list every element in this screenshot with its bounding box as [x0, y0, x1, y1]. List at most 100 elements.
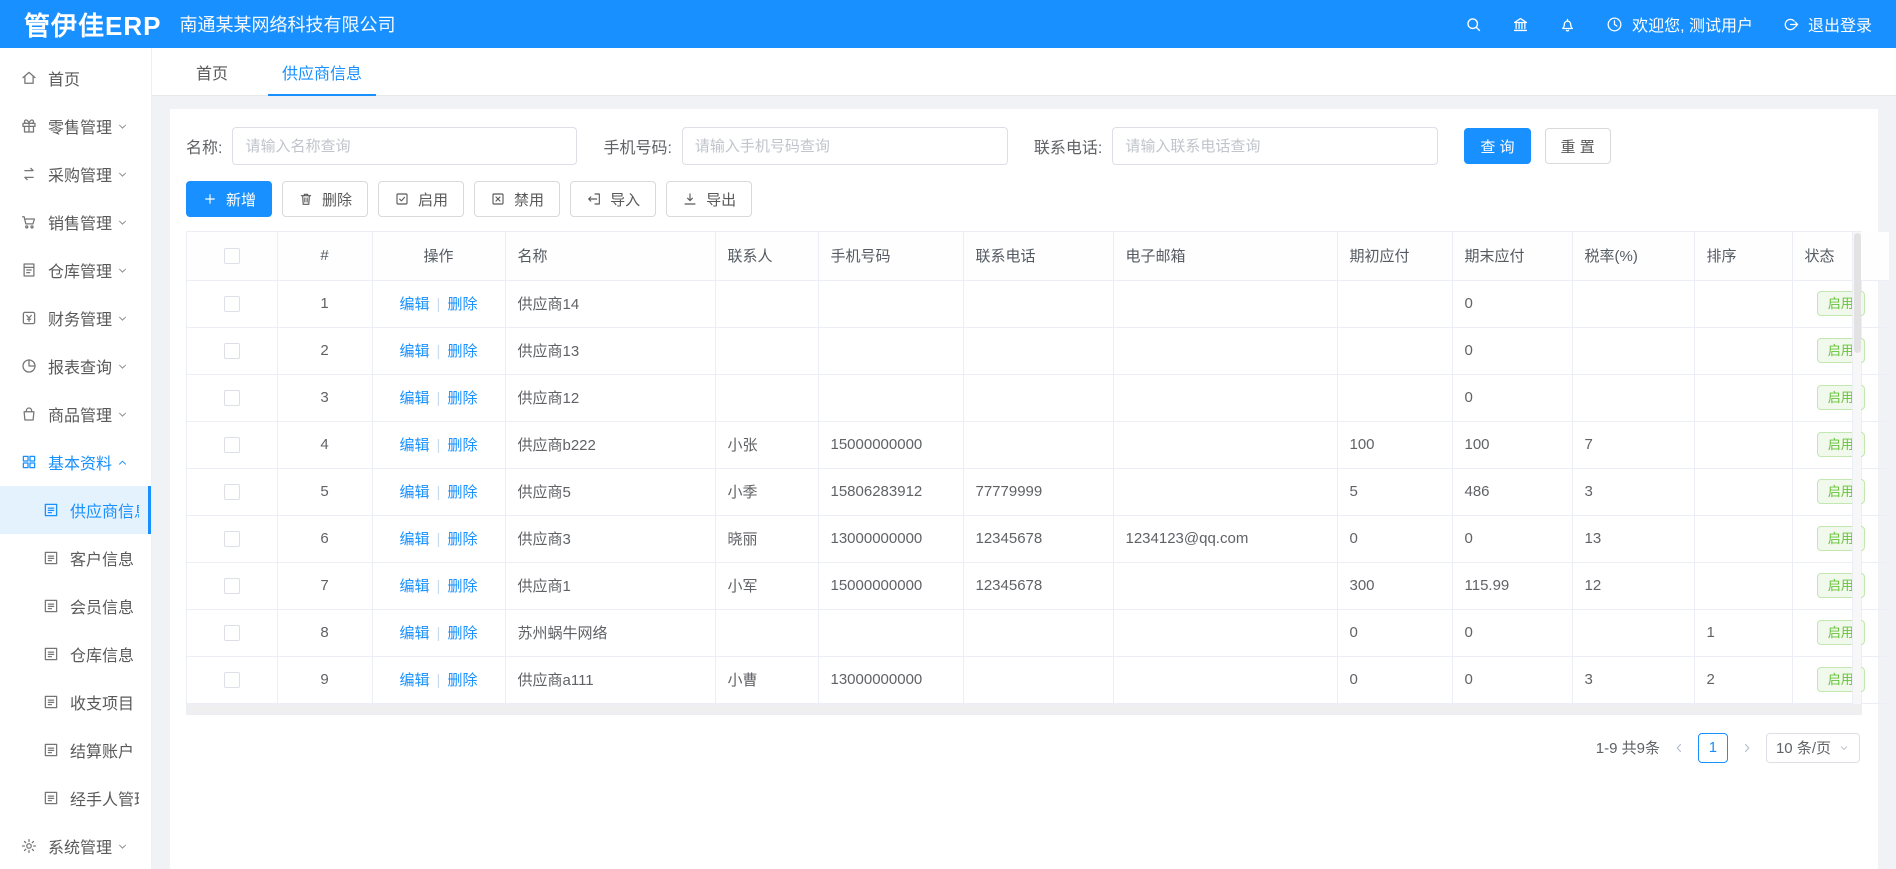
tab-supplier-info[interactable]: 供应商信息 [260, 48, 384, 96]
cell-opening [1337, 280, 1453, 328]
edit-link[interactable]: 编辑 [399, 484, 430, 501]
mobile-filter-label: 手机号码: [603, 140, 672, 157]
reset-button[interactable]: 重 置 [1544, 128, 1611, 164]
goods-icon [20, 405, 38, 423]
delete-link[interactable]: 删除 [447, 343, 478, 360]
edit-link[interactable]: 编辑 [399, 625, 430, 642]
delete-button-label: 删除 [322, 191, 353, 209]
row-checkbox[interactable] [223, 390, 240, 407]
edit-link[interactable]: 编辑 [399, 343, 430, 360]
page-number-1[interactable]: 1 [1697, 732, 1728, 763]
export-button[interactable]: 导出 [666, 181, 753, 217]
delete-link[interactable]: 删除 [447, 484, 478, 501]
cell-phone [963, 609, 1114, 657]
bank-icon[interactable] [1511, 15, 1530, 34]
sidebar-item-retail[interactable]: 零售管理 [0, 102, 151, 150]
mobile-filter-input[interactable] [681, 127, 1008, 165]
sidebar-item-sales[interactable]: 销售管理 [0, 198, 151, 246]
sidebar-item-settlement-account[interactable]: 结算账户 [0, 726, 151, 774]
sidebar-item-income-expense[interactable]: 收支项目 [0, 678, 151, 726]
pagination-summary: 1-9 共9条 [1595, 740, 1660, 757]
cell-email [1113, 374, 1338, 422]
sidebar-item-member-info[interactable]: 会员信息 [0, 582, 151, 630]
cell-sort [1694, 280, 1793, 328]
row-select-cell [187, 468, 278, 516]
import-icon [586, 191, 602, 207]
row-checkbox[interactable] [223, 531, 240, 548]
cell-sort [1694, 468, 1793, 516]
edit-link[interactable]: 编辑 [399, 437, 430, 454]
sidebar-item-system[interactable]: 系统管理 [0, 822, 151, 869]
row-checkbox[interactable] [223, 484, 240, 501]
edit-link[interactable]: 编辑 [399, 578, 430, 595]
sidebar-item-label: 仓库管理 [48, 264, 113, 281]
next-page-icon[interactable] [1740, 741, 1754, 755]
name-filter-input[interactable] [232, 127, 578, 165]
sidebar-item-basic-data[interactable]: 基本资料 [0, 438, 151, 486]
sidebar-item-home[interactable]: 首页 [0, 54, 151, 102]
phone-filter-input[interactable] [1112, 127, 1439, 165]
sidebar-item-report[interactable]: 报表查询 [0, 342, 151, 390]
row-select-cell [187, 609, 278, 657]
delete-link[interactable]: 删除 [447, 296, 478, 313]
edit-link[interactable]: 编辑 [399, 296, 430, 313]
row-select-cell [187, 515, 278, 563]
delete-link[interactable]: 删除 [447, 437, 478, 454]
delete-button[interactable]: 删除 [282, 181, 369, 217]
sidebar-item-handler-mgmt[interactable]: 经手人管理 [0, 774, 151, 822]
home-icon [20, 69, 38, 87]
row-checkbox[interactable] [223, 625, 240, 642]
delete-link[interactable]: 删除 [447, 625, 478, 642]
sidebar-item-label: 采购管理 [48, 168, 113, 185]
user-welcome[interactable]: 欢迎您, 测试用户 [1605, 12, 1753, 36]
sidebar-item-warehouse-info[interactable]: 仓库信息 [0, 630, 151, 678]
cell-email [1113, 327, 1338, 375]
row-checkbox[interactable] [223, 343, 240, 360]
add-button[interactable]: 新增 [186, 181, 273, 217]
sidebar-item-purchase[interactable]: 采购管理 [0, 150, 151, 198]
sidebar-item-warehouse[interactable]: 仓库管理 [0, 246, 151, 294]
cell-actions: 编辑 | 删除 [372, 280, 506, 328]
table-row: 9 编辑 | 删除 供应商a111 小曹 13000000000 0 0 3 2 启用 [187, 656, 1889, 704]
delete-link[interactable]: 删除 [447, 390, 478, 407]
sidebar-item-finance[interactable]: 财务管理 [0, 294, 151, 342]
search-icon[interactable] [1464, 15, 1483, 34]
row-checkbox[interactable] [223, 437, 240, 454]
sidebar-item-customer-info[interactable]: 客户信息 [0, 534, 151, 582]
sidebar-item-label: 财务管理 [48, 312, 113, 329]
page-size-select[interactable]: 10 条/页 [1765, 732, 1860, 763]
search-button[interactable]: 查 询 [1464, 128, 1531, 164]
delete-link[interactable]: 删除 [447, 578, 478, 595]
import-button[interactable]: 导入 [570, 181, 657, 217]
cell-name: 供应商13 [505, 327, 716, 375]
cell-phone [963, 327, 1114, 375]
logout-button[interactable]: 退出登录 [1781, 12, 1872, 36]
sidebar-item-goods[interactable]: 商品管理 [0, 390, 151, 438]
row-checkbox[interactable] [223, 672, 240, 689]
cell-idx: 8 [277, 609, 373, 657]
enable-button[interactable]: 启用 [378, 181, 465, 217]
disable-button[interactable]: 禁用 [474, 181, 561, 217]
cell-sort [1694, 327, 1793, 375]
row-checkbox[interactable] [223, 296, 240, 313]
sidebar-item-supplier-info[interactable]: 供应商信息 [0, 486, 151, 534]
cell-opening [1337, 374, 1453, 422]
vertical-scrollbar[interactable] [1852, 232, 1861, 704]
select-all-checkbox[interactable] [223, 248, 240, 265]
edit-link[interactable]: 编辑 [399, 531, 430, 548]
row-select-cell [187, 327, 278, 375]
cell-sort [1694, 562, 1793, 610]
delete-link[interactable]: 删除 [447, 672, 478, 689]
cell-tax: 3 [1572, 656, 1695, 704]
bell-icon[interactable] [1558, 15, 1577, 34]
prev-page-icon[interactable] [1672, 741, 1686, 755]
chev-down-icon [116, 264, 129, 277]
tab-home[interactable]: 首页 [196, 65, 229, 83]
delete-link[interactable]: 删除 [447, 531, 478, 548]
edit-link[interactable]: 编辑 [399, 672, 430, 689]
row-checkbox[interactable] [223, 578, 240, 595]
column-header: 税率(%) [1572, 232, 1695, 281]
horizontal-scrollbar[interactable] [186, 704, 1862, 715]
edit-link[interactable]: 编辑 [399, 390, 430, 407]
